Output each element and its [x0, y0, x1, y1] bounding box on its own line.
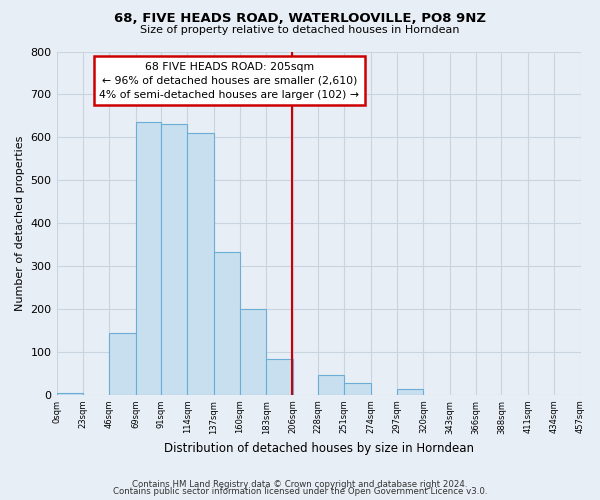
Bar	[214, 252, 240, 395]
Text: Contains public sector information licensed under the Open Government Licence v3: Contains public sector information licen…	[113, 487, 487, 496]
Y-axis label: Number of detached properties: Number of detached properties	[15, 136, 25, 311]
X-axis label: Distribution of detached houses by size in Horndean: Distribution of detached houses by size …	[164, 442, 473, 455]
Bar	[397, 389, 424, 395]
Text: 68, FIVE HEADS ROAD, WATERLOOVILLE, PO8 9NZ: 68, FIVE HEADS ROAD, WATERLOOVILLE, PO8 …	[114, 12, 486, 26]
Text: 68 FIVE HEADS ROAD: 205sqm
← 96% of detached houses are smaller (2,610)
4% of se: 68 FIVE HEADS ROAD: 205sqm ← 96% of deta…	[100, 62, 359, 100]
Bar	[187, 134, 214, 395]
Text: Size of property relative to detached houses in Horndean: Size of property relative to detached ho…	[140, 25, 460, 35]
Bar	[318, 374, 344, 395]
Bar	[240, 308, 266, 395]
Bar	[56, 392, 83, 395]
Bar	[109, 334, 136, 395]
Text: Contains HM Land Registry data © Crown copyright and database right 2024.: Contains HM Land Registry data © Crown c…	[132, 480, 468, 489]
Bar	[344, 383, 371, 395]
Bar	[581, 393, 600, 395]
Bar	[266, 359, 293, 395]
Bar	[136, 122, 161, 395]
Bar	[161, 124, 187, 395]
